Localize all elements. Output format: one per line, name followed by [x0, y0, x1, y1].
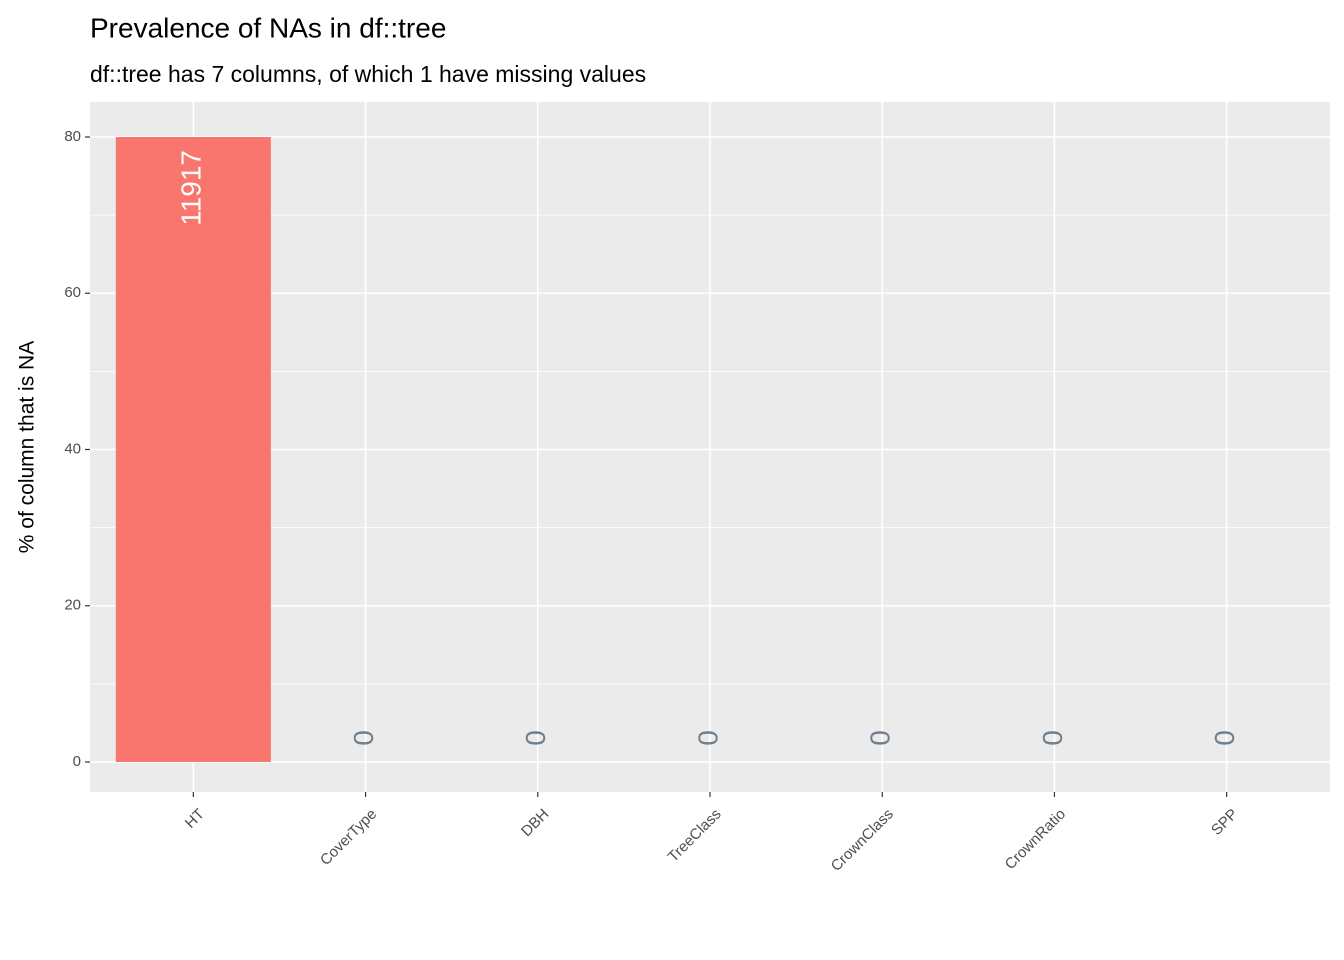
x-tick-label: DBH: [518, 806, 552, 840]
x-tick-label: CrownRatio: [1002, 806, 1069, 873]
x-tick-label: TreeClass: [665, 806, 725, 866]
x-tick-label: SPP: [1208, 806, 1241, 839]
count-label: 11917: [176, 150, 207, 226]
y-tick-label: 80: [64, 128, 81, 145]
y-tick-label: 20: [64, 597, 81, 614]
chart-subtitle: df::tree has 7 columns, of which 1 have …: [90, 61, 646, 87]
y-tick-label: 60: [64, 284, 81, 301]
count-label: 0: [1209, 730, 1240, 746]
y-axis-title: % of column that is NA: [16, 341, 39, 553]
x-tick-label: CoverType: [317, 806, 380, 869]
y-tick-label: 40: [64, 440, 81, 457]
y-tick-label: 0: [73, 753, 81, 770]
marks: 11917 0 0 0 0 0 0: [115, 137, 1240, 762]
bar: [115, 137, 271, 762]
count-label: 0: [348, 730, 379, 746]
count-label: 0: [1037, 730, 1068, 746]
x-tick-label: CrownClass: [828, 806, 897, 875]
x-tick-label: HT: [182, 806, 208, 832]
chart-title: Prevalence of NAs in df::tree: [90, 12, 446, 43]
count-label: 0: [520, 730, 551, 746]
count-label: 0: [865, 730, 896, 746]
count-label: 0: [692, 730, 723, 746]
